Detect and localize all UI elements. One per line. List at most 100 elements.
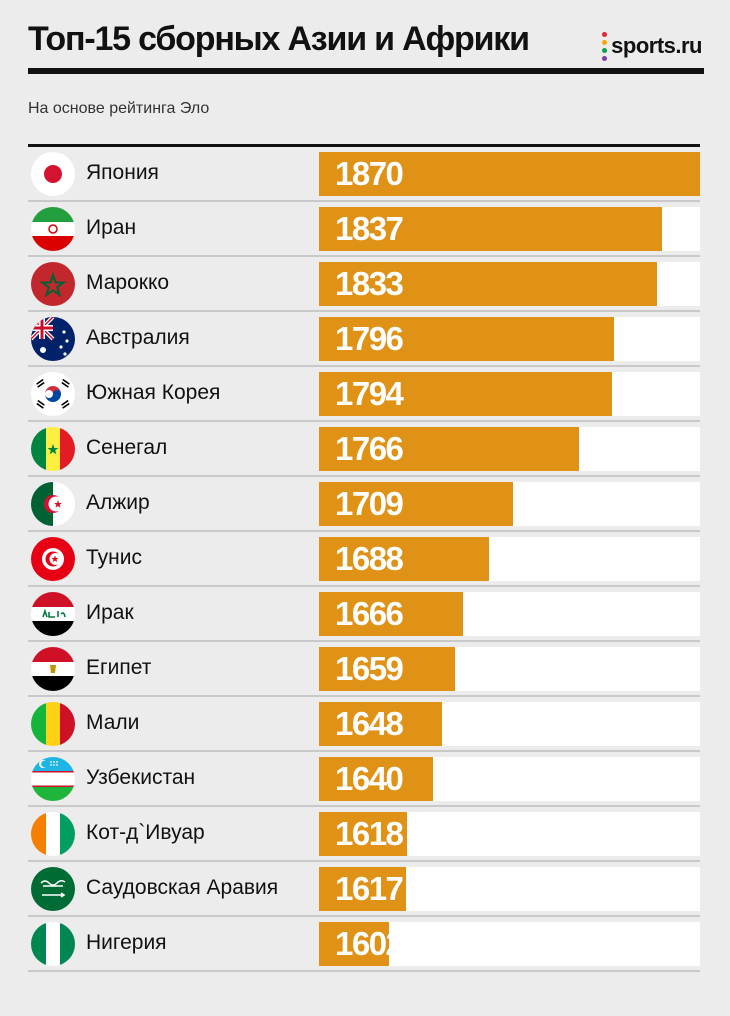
rating-value: 1709 [335,485,404,522]
title-divider [28,68,704,74]
australia-flag-icon [31,317,75,361]
country-label: Тунис [86,546,142,569]
morocco-flag-icon [31,262,75,306]
bar-track: 1688 [319,537,700,581]
bar-track: 1618 [319,812,700,856]
japan-flag-icon [31,152,75,196]
rating-bar: 1666 [319,592,463,636]
bar-track: 1659 [319,647,700,691]
country-label: Марокко [86,271,170,294]
rating-bar: 1709 [319,482,513,526]
table-row: Кот-д`Ивуар 1618 [28,807,700,862]
rating-value: 1648 [335,705,404,742]
iran-flag-icon [31,207,75,251]
table-row: Марокко 1833 [28,257,700,312]
table-row: Тунис 1688 [28,532,700,587]
country-label: Алжир [86,491,150,514]
bar-track: 1709 [319,482,700,526]
country-label: Австралия [86,326,190,349]
logo-dot [602,47,608,53]
country-label: Узбекистан [86,766,196,789]
ivory-coast-flag-icon [31,812,75,856]
rating-value: 1617 [335,870,404,907]
bar-track: 1648 [319,702,700,746]
bar-track: 1833 [319,262,700,306]
bar-track: 1666 [319,592,700,636]
rating-value: 1659 [335,650,404,687]
rating-value: 1870 [335,155,404,192]
sports-ru-logo: sports.ru [602,31,702,61]
logo-text: sports.ru [611,33,702,58]
country-label: Саудовская Аравия [86,876,279,899]
rating-value: 1602 [335,925,404,962]
rating-value: 1766 [335,430,404,467]
saudi-arabia-flag-icon [31,867,75,911]
country-label: Южная Корея [86,381,221,404]
country-label: Ирак [86,601,134,624]
rating-bar: 1833 [319,262,657,306]
rating-value: 1833 [335,265,404,302]
table-row: Саудовская Аравия 1617 [28,862,700,917]
table-row: Алжир 1709 [28,477,700,532]
chart-header: Топ-15 сборных Азии и Африки sports.ru [28,14,704,74]
south-korea-flag-icon [31,372,75,416]
list-divider [28,144,700,147]
country-label: Сенегал [86,436,168,459]
table-row: Австралия 1796 [28,312,700,367]
nigeria-flag-icon [31,922,75,966]
country-label: Япония [86,161,159,184]
rating-value: 1618 [335,815,404,852]
rating-bar: 1870 [319,152,700,196]
table-row: Ирак 1666 [28,587,700,642]
chart-title: Топ-15 сборных Азии и Африки [28,20,530,58]
country-label: Иран [86,216,137,239]
rating-bar: 1796 [319,317,614,361]
senegal-flag-icon [31,427,75,471]
egypt-flag-icon [31,647,75,691]
logo-dot [602,55,608,61]
bar-track: 1837 [319,207,700,251]
rating-bar: 1618 [319,812,407,856]
table-row: Узбекистан 1640 [28,752,700,807]
rating-bar: 1640 [319,757,433,801]
chart-subtitle: На основе рейтинга Эло [28,100,210,117]
country-label: Кот-д`Ивуар [86,821,205,844]
table-row: Нигерия 1602 [28,917,700,972]
bar-track: 1640 [319,757,700,801]
table-row: Мали 1648 [28,697,700,752]
rating-bar: 1602 [319,922,404,966]
rating-value: 1794 [335,375,404,412]
bar-track: 1870 [319,152,700,196]
rating-value: 1640 [335,760,404,797]
bar-track: 1766 [319,427,700,471]
rating-bar: 1766 [319,427,579,471]
rating-value: 1837 [335,210,404,247]
mali-flag-icon [31,702,75,746]
rating-bar: 1659 [319,647,455,691]
country-label: Нигерия [86,931,167,954]
rating-value: 1796 [335,320,404,357]
algeria-flag-icon [31,482,75,526]
rating-bar: 1648 [319,702,442,746]
table-row: Сенегал 1766 [28,422,700,477]
rating-value: 1688 [335,540,404,577]
country-label: Египет [86,656,152,679]
country-label: Мали [86,711,140,734]
bar-track: 1617 [319,867,700,911]
logo-dots-icon [602,31,608,61]
table-row: Япония 1870 [28,147,700,202]
logo-dot [602,39,608,45]
bar-track: 1602 [319,922,700,966]
table-row: Иран 1837 [28,202,700,257]
table-row: Южная Корея 1794 [28,367,700,422]
rating-value: 1666 [335,595,404,632]
bar-track: 1796 [319,317,700,361]
rating-bar: 1837 [319,207,662,251]
table-row: Египет 1659 [28,642,700,697]
tunisia-flag-icon [31,537,75,581]
rating-bar: 1688 [319,537,489,581]
ranking-list: Япония 1870 Иран 1837 Марокко 1833 Австралия 17… [28,147,700,972]
bar-track: 1794 [319,372,700,416]
iraq-flag-icon [31,592,75,636]
rating-bar: 1617 [319,867,406,911]
